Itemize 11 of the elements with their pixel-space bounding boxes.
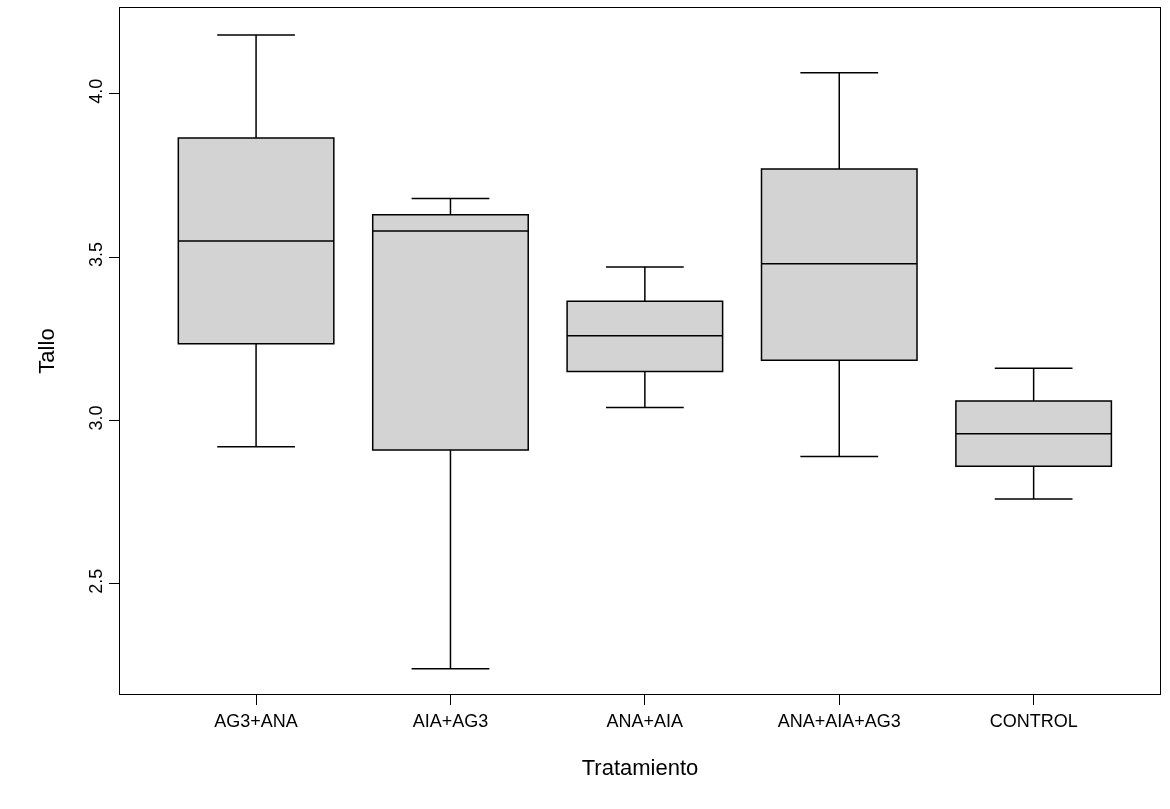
x-tick-label: ANA+AIA+AG3 [777, 710, 901, 731]
y-tick-label: 2.5 [85, 568, 106, 594]
y-tick-label: 3.0 [85, 405, 106, 431]
x-axis-title: Tratamiento [581, 755, 699, 781]
y-axis-title: Tallo [33, 328, 59, 374]
y-tick-label: 4.0 [85, 78, 106, 104]
x-tick-label: CONTROL [989, 710, 1078, 731]
y-tick-label: 3.5 [85, 242, 106, 268]
x-tick-label: AIA+AG3 [412, 710, 489, 731]
x-tick-label: ANA+AIA [606, 710, 684, 731]
x-tick-label: AG3+ANA [214, 710, 298, 731]
